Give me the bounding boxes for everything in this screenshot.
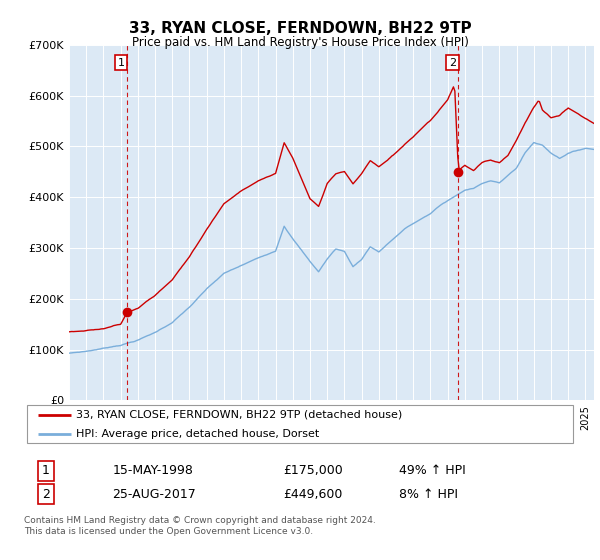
Text: £449,600: £449,600 <box>283 488 343 501</box>
Text: 25-AUG-2017: 25-AUG-2017 <box>112 488 196 501</box>
Text: 8% ↑ HPI: 8% ↑ HPI <box>400 488 458 501</box>
Text: 49% ↑ HPI: 49% ↑ HPI <box>400 464 466 477</box>
Text: 2: 2 <box>42 488 50 501</box>
Text: HPI: Average price, detached house, Dorset: HPI: Average price, detached house, Dors… <box>76 429 320 439</box>
Text: 2: 2 <box>449 58 456 68</box>
Text: £175,000: £175,000 <box>283 464 343 477</box>
FancyBboxPatch shape <box>27 405 573 443</box>
Text: Price paid vs. HM Land Registry's House Price Index (HPI): Price paid vs. HM Land Registry's House … <box>131 36 469 49</box>
Text: 1: 1 <box>42 464 50 477</box>
Text: Contains HM Land Registry data © Crown copyright and database right 2024.
This d: Contains HM Land Registry data © Crown c… <box>24 516 376 536</box>
Text: 33, RYAN CLOSE, FERNDOWN, BH22 9TP (detached house): 33, RYAN CLOSE, FERNDOWN, BH22 9TP (deta… <box>76 409 403 419</box>
Text: 15-MAY-1998: 15-MAY-1998 <box>112 464 193 477</box>
Text: 1: 1 <box>118 58 124 68</box>
Text: 33, RYAN CLOSE, FERNDOWN, BH22 9TP: 33, RYAN CLOSE, FERNDOWN, BH22 9TP <box>128 21 472 36</box>
